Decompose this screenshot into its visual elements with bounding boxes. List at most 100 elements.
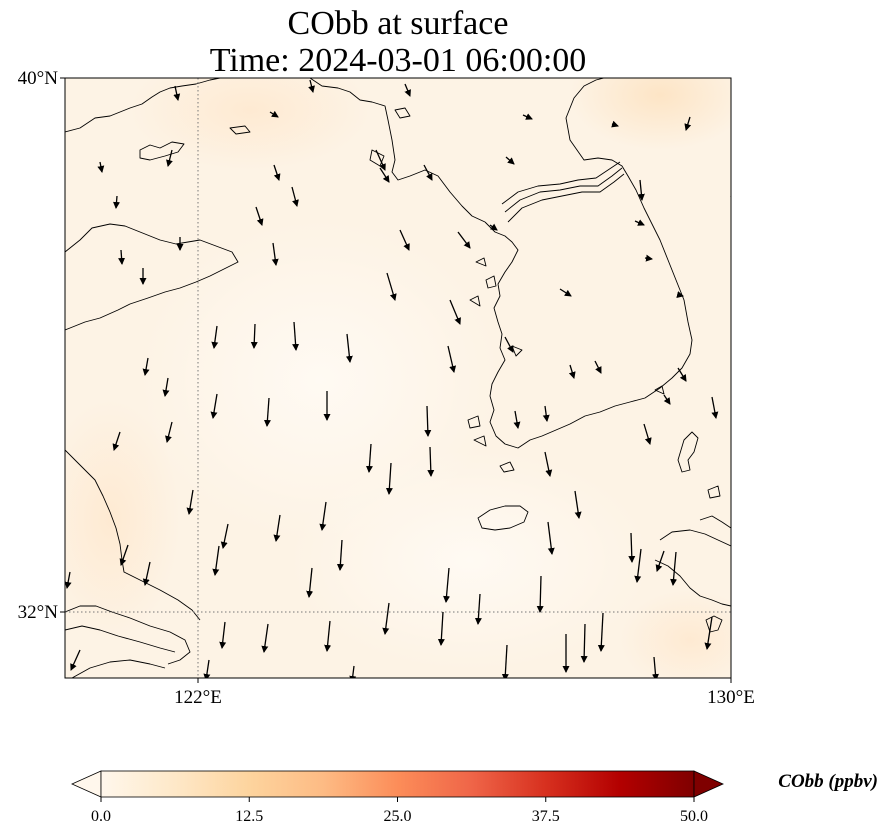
coastline-yangtze [65,605,191,678]
wind-arrow [730,189,731,197]
wind-arrow [119,544,129,566]
wind-arrow [166,149,173,167]
wind-arrow [112,431,121,451]
coastline-shandong [65,223,239,331]
wind-arrow [597,612,605,652]
wind-arrow [580,623,588,663]
wind-arrow [385,462,393,495]
wind-arrow [319,501,327,531]
colorbar-extend-min [71,770,102,798]
wind-arrow [544,451,553,477]
wind-arrow [684,116,692,131]
coastline-tsushima [677,431,699,473]
wind-arrow [142,561,151,586]
wind-arrow [399,229,410,251]
wind-arrow [118,249,126,265]
wind-arrow [427,446,435,477]
wind-arrow [142,357,150,376]
coastline-korea [484,78,693,449]
wind-arrow [676,291,684,298]
wind-arrow [489,223,498,231]
gridlines [65,78,731,678]
wind-arrow [292,321,300,351]
wind-arrow [65,571,72,589]
wind-arrow [97,161,105,173]
wind-arrow [663,394,671,405]
wind-arrow [474,593,482,625]
chart-subtitle-time: Time: 2024-03-01 06:00:00 [209,42,587,79]
wind-arrow [655,550,665,572]
wind-arrow [379,167,390,183]
coastline-jiangsu [65,449,201,621]
korea-border [504,167,623,213]
wind-arrow [670,551,678,586]
coastline-japan [654,485,731,633]
wind-arrow [704,616,713,650]
wind-arrow [628,532,636,563]
wind-arrow [261,623,269,653]
wind-arrow [443,567,451,603]
wind-arrow [449,299,461,325]
wind-arrow [345,333,353,363]
x-tick-label: 122°E [174,687,222,708]
chart-title: CObb at surface [287,5,509,42]
coastline-liaodong-islands [139,107,411,167]
wind-arrow [250,323,258,349]
wind-arrow [501,644,509,678]
wind-arrow [349,665,357,678]
wind-arrow [162,377,170,397]
wind-arrow [568,364,576,379]
coastlines [65,78,731,678]
wind-arrow [634,219,645,226]
wind-arrow [559,288,572,297]
y-tick-label: 40°N [18,68,59,89]
korea-border [501,161,621,205]
wind-arrow [424,405,432,437]
wind-arrow [113,195,120,209]
wind-arrow [324,620,332,652]
wind-arrow [382,602,390,635]
wind-arrow [504,336,514,353]
wind-arrow [203,659,211,678]
y-tick-label: 32°N [18,602,59,623]
colorbar-gradient [100,770,695,798]
wind-arrow [651,656,659,678]
wind-arrow [220,523,229,549]
wind-arrow [536,575,544,613]
wind-arrow [271,242,279,266]
wind-arrow [211,325,219,349]
colorbar-tick-label: 50.0 [680,808,708,825]
coastline-liaodong [65,78,486,223]
wind-arrow [547,521,555,555]
wind-arrow [173,85,181,101]
wind-arrow [306,567,314,598]
wind-arrow [269,110,279,118]
coastline-korea-islands [467,257,665,473]
x-tick-label: 130°E [707,687,755,708]
wind-arrow [505,156,515,165]
wind-arrow [423,164,433,181]
wind-arrow [437,611,445,646]
colorbar-extend-max [693,770,724,798]
wind-arrow [574,490,582,519]
wind-arrow [291,186,299,207]
wind-arrow [365,443,373,473]
wind-arrow [522,113,533,120]
wind-arrow [336,539,344,571]
wind-arrow [70,649,81,671]
colorbar-tick-label: 0.0 [91,808,111,825]
map-frame [64,77,732,679]
wind-vectors [65,79,731,678]
wind-arrow [643,423,652,445]
korea-border [507,173,625,223]
map-plot-area [65,78,731,678]
colorbar: 0.0 12.5 25.0 37.5 50.0 CObb (ppbv) [71,770,878,825]
colorbar-tick-label: 37.5 [532,808,560,825]
wind-arrow [273,514,281,542]
colorbar-tick-label: 12.5 [235,808,263,825]
wind-arrow [375,149,386,171]
wind-arrow [677,367,687,382]
wind-arrow [219,621,227,649]
wind-arrow [594,360,602,374]
